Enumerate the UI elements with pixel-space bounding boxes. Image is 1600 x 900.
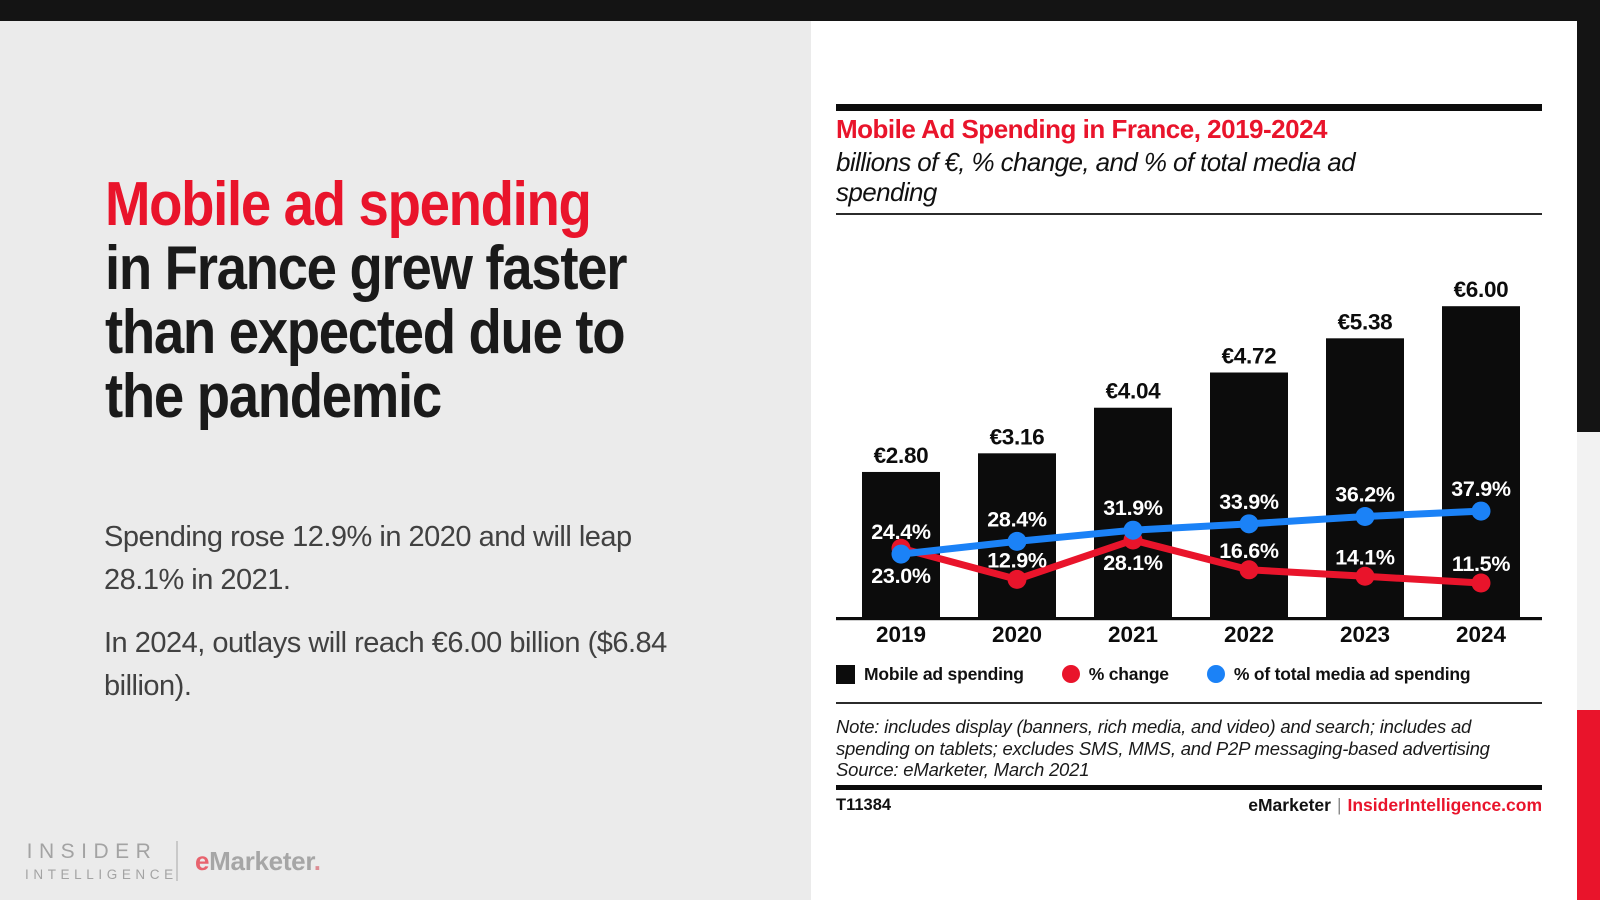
text-line: In 2024, outlays will reach €6.00 billio… bbox=[104, 627, 667, 659]
text-line: the pandemic bbox=[105, 362, 442, 431]
strip-black bbox=[1577, 0, 1600, 432]
legend-dot-icon bbox=[1206, 665, 1225, 683]
x-axis-label-2024: 2024 bbox=[1456, 622, 1507, 647]
legend-square-icon bbox=[836, 664, 855, 684]
text-line: Note: includes display (banners, rich me… bbox=[836, 716, 1472, 737]
line-path bbox=[897, 536, 1485, 587]
line-value-label: 28.1% bbox=[1103, 551, 1163, 575]
bar-value-label: €6.00 bbox=[1454, 277, 1509, 302]
line-point-2024 bbox=[1471, 573, 1491, 593]
line-value-label: 23.0% bbox=[871, 564, 931, 588]
legend-item: % change bbox=[1061, 663, 1169, 685]
line-value-label: 28.4% bbox=[987, 507, 1047, 531]
legend-label: Mobile ad spending bbox=[864, 663, 1024, 684]
insider-wordmark: INSIDER bbox=[26, 840, 158, 863]
headline: Mobile ad spending in France grew faster… bbox=[105, 170, 627, 431]
chart-footer: T11384 eMarketer | InsiderIntelligence.com bbox=[836, 793, 1542, 817]
text-line: Spending rose 12.9% in 2020 and will lea… bbox=[104, 521, 632, 553]
text-line: billions of €, % change, and % of total … bbox=[836, 147, 1356, 177]
top-black-bar bbox=[0, 0, 1600, 21]
line-value-label: 37.9% bbox=[1451, 477, 1511, 501]
summary-text: Spending rose 12.9% in 2020 and will lea… bbox=[104, 516, 724, 708]
summary-paragraph: Spending rose 12.9% in 2020 and will lea… bbox=[104, 516, 724, 602]
footer-rule bbox=[836, 785, 1542, 790]
bar-value-label: €3.16 bbox=[990, 424, 1045, 449]
text-line: in France grew faster bbox=[105, 234, 627, 303]
legend-dot-icon bbox=[1061, 665, 1080, 683]
line-point-2021 bbox=[1123, 520, 1143, 540]
logo-divider bbox=[176, 841, 178, 881]
emarketer-e: e bbox=[195, 845, 210, 876]
line-value-label: 12.9% bbox=[987, 548, 1047, 572]
chart-legend: Mobile ad spending % change % of total med… bbox=[836, 661, 1471, 687]
footer-emarketer: eMarketer bbox=[1248, 794, 1331, 815]
summary-paragraph: In 2024, outlays will reach €6.00 billio… bbox=[104, 622, 724, 708]
line-value-label: 36.2% bbox=[1335, 483, 1395, 507]
footer-separator: | bbox=[1336, 794, 1342, 815]
subtitle-rule bbox=[836, 213, 1542, 215]
headline-rest: in France grew faster than expected due t… bbox=[105, 234, 627, 431]
x-axis-label-2021: 2021 bbox=[1108, 622, 1158, 647]
bar-value-label: €4.04 bbox=[1106, 379, 1162, 404]
x-axis-label-2023: 2023 bbox=[1340, 622, 1390, 647]
line-value-label: 14.1% bbox=[1335, 545, 1395, 569]
line-value-label: 33.9% bbox=[1219, 490, 1279, 514]
bar-2024 bbox=[1442, 306, 1520, 617]
x-axis-line bbox=[836, 617, 1542, 621]
emarketer-dot: . bbox=[313, 845, 321, 876]
bar-2021 bbox=[1094, 407, 1172, 617]
line-value-label: 11.5% bbox=[1452, 552, 1510, 576]
text-line: spending on tablets; excludes SMS, MMS, … bbox=[836, 737, 1490, 759]
bar-value-label: €4.72 bbox=[1222, 344, 1277, 369]
line-value-label: 31.9% bbox=[1103, 496, 1163, 520]
intelligence-wordmark: INTELLIGENCE bbox=[25, 867, 178, 882]
footer-brand: eMarketer | InsiderIntelligence.com bbox=[1248, 795, 1542, 816]
line-point-2024 bbox=[1471, 501, 1491, 521]
line-point-2023 bbox=[1355, 566, 1375, 586]
legend-item: Mobile ad spending bbox=[836, 664, 1024, 685]
left-panel: Mobile ad spending in France grew faster… bbox=[0, 21, 811, 900]
chart-subtitle: billions of €, % change, and % of total … bbox=[836, 147, 1356, 207]
legend-label: % of total media ad spending bbox=[1233, 663, 1471, 684]
emarketer-rest: Marketer bbox=[209, 845, 314, 876]
line-point-2019 bbox=[891, 544, 911, 564]
bar-value-label: €2.80 bbox=[874, 443, 929, 468]
line-point-2022 bbox=[1239, 560, 1259, 580]
chart-panel: Mobile Ad Spending in France, 2019-2024 … bbox=[811, 21, 1577, 900]
chart-note: Note: includes display (banners, rich me… bbox=[836, 716, 1490, 781]
x-axis-label-2019: 2019 bbox=[876, 622, 926, 647]
emarketer-logo: eMarketer. bbox=[195, 846, 321, 877]
text-line: than expected due to bbox=[105, 298, 626, 367]
legend-label: % change bbox=[1088, 663, 1169, 684]
line-value-label: 16.6% bbox=[1219, 539, 1279, 563]
chart-id: T11384 bbox=[836, 795, 892, 814]
chart-title-bar bbox=[836, 104, 1542, 111]
insider-intelligence-logo: INSIDER INTELLIGENCE bbox=[25, 840, 178, 882]
text-line: billion). bbox=[104, 670, 192, 702]
line-point-2020 bbox=[1007, 531, 1027, 551]
line-value-label: 24.4% bbox=[871, 520, 931, 544]
x-axis-label-2022: 2022 bbox=[1224, 622, 1274, 647]
line-point-2022 bbox=[1239, 514, 1259, 534]
text-line: Source: eMarketer, March 2021 bbox=[836, 759, 1090, 780]
line-series-pct-of-total bbox=[891, 501, 1491, 564]
line-point-2023 bbox=[1355, 507, 1375, 527]
legend-rule bbox=[836, 702, 1542, 704]
footer-site-url: InsiderIntelligence.com bbox=[1347, 794, 1543, 815]
headline-highlight: Mobile ad spending bbox=[105, 170, 592, 239]
chart-title: Mobile Ad Spending in France, 2019-2024 bbox=[836, 114, 1328, 144]
text-line: 28.1% in 2021. bbox=[104, 564, 291, 596]
right-accent-strip bbox=[1577, 0, 1600, 900]
legend-item: % of total media ad spending bbox=[1206, 663, 1471, 685]
brand-logos: INSIDER INTELLIGENCE eMarketer. bbox=[25, 840, 321, 882]
strip-red bbox=[1577, 710, 1600, 900]
x-axis-label-2020: 2020 bbox=[992, 622, 1042, 647]
combo-chart: €2.80 €3.16 €4.04 €4.72 €5.38 €6.00 23.0% 12.9%… bbox=[836, 277, 1542, 647]
line-path bbox=[897, 507, 1485, 558]
text-line: spending bbox=[836, 177, 937, 207]
bar-value-label: €5.38 bbox=[1338, 309, 1393, 334]
strip-gray bbox=[1577, 432, 1600, 710]
line-point-2020 bbox=[1007, 569, 1027, 589]
